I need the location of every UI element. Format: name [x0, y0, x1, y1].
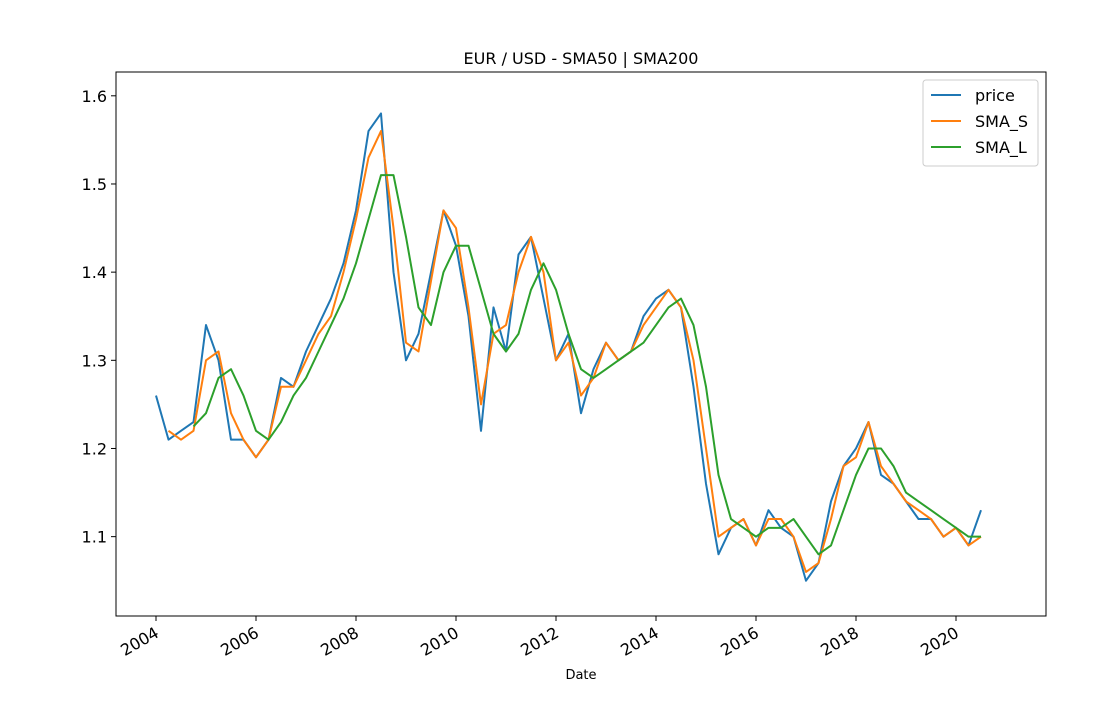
x-tick-label: 2016 [717, 623, 762, 660]
series-line [155, 112, 982, 582]
series-line [167, 130, 982, 573]
x-tick-label: 2014 [617, 623, 662, 660]
y-tick-label: 1.5 [82, 175, 107, 194]
x-tick-label: 2006 [217, 623, 262, 660]
legend-label: SMA_L [975, 138, 1027, 158]
y-tick-label: 1.2 [82, 439, 107, 458]
x-tick-label: 2008 [317, 623, 362, 660]
chart-title: EUR / USD - SMA50 | SMA200 [464, 49, 699, 68]
series-line [192, 174, 981, 556]
legend-label: price [975, 86, 1015, 105]
x-tick-label: 2012 [517, 623, 562, 660]
x-tick-label: 2010 [417, 623, 462, 660]
y-tick-label: 1.1 [82, 528, 107, 547]
y-tick-label: 1.4 [82, 263, 107, 282]
y-tick-label: 1.3 [82, 351, 107, 370]
legend-label: SMA_S [975, 112, 1028, 132]
plot-area [115, 71, 1047, 617]
x-tick-label: 2004 [117, 623, 162, 660]
x-tick-label: 2018 [817, 623, 862, 660]
x-axis-label: Date [565, 668, 596, 683]
y-tick-label: 1.6 [82, 87, 107, 106]
legend-box [922, 79, 1039, 167]
x-tick-label: 2020 [917, 623, 962, 660]
